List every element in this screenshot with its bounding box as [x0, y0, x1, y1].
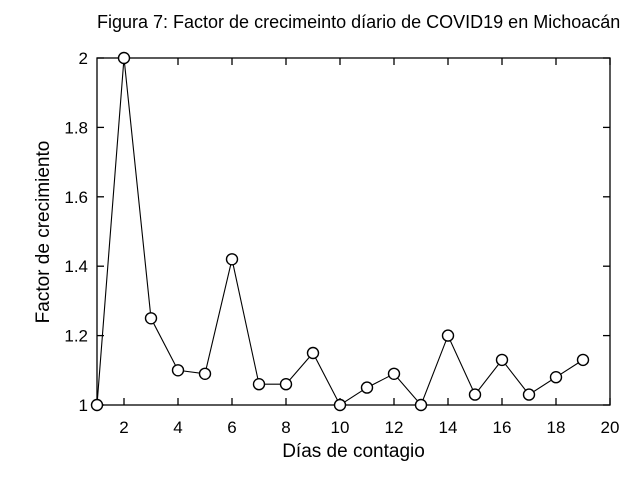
data-point-marker [225, 253, 239, 266]
y-tick-label: 1.6 [64, 188, 88, 207]
data-point-marker [414, 398, 428, 412]
data-point-marker [522, 388, 536, 401]
data-point-marker [576, 353, 590, 367]
x-tick-label: 16 [493, 418, 512, 437]
data-point-marker [549, 371, 563, 384]
x-tick-label: 4 [173, 418, 182, 437]
data-point-marker [279, 378, 293, 391]
data-point-marker [441, 329, 455, 342]
data-point-marker [387, 367, 401, 380]
data-line [96, 57, 584, 407]
data-point-marker [117, 51, 131, 65]
y-tick-label: 1.2 [64, 327, 88, 346]
y-tick-label: 2 [79, 49, 88, 68]
data-point-marker [198, 367, 212, 380]
x-tick-label: 18 [547, 418, 566, 437]
x-tick-label: 20 [601, 418, 620, 437]
x-axis-label: Días de contagio [282, 441, 425, 462]
y-tick-label: 1.8 [64, 118, 88, 137]
plot-frame [96, 57, 611, 406]
data-point-marker [360, 381, 374, 394]
x-tick-label: 2 [119, 418, 128, 437]
x-tick-label: 10 [331, 418, 350, 437]
x-tick-label: 12 [385, 418, 404, 437]
data-point-marker [252, 378, 266, 391]
data-point-marker [468, 388, 482, 401]
x-tick-label: 6 [227, 418, 236, 437]
x-tick-label: 14 [439, 418, 458, 437]
data-point-marker [333, 398, 347, 412]
y-tick-label: 1 [79, 396, 88, 415]
x-tick-label: 8 [281, 418, 290, 437]
data-point-marker [90, 398, 104, 412]
data-point-marker [171, 364, 185, 377]
y-tick-label: 1.4 [64, 257, 88, 276]
data-point-marker [495, 353, 509, 367]
data-point-marker [144, 312, 158, 325]
chart-title: Figura 7: Factor de crecimeinto díario d… [97, 12, 621, 32]
data-point-marker [306, 346, 320, 360]
